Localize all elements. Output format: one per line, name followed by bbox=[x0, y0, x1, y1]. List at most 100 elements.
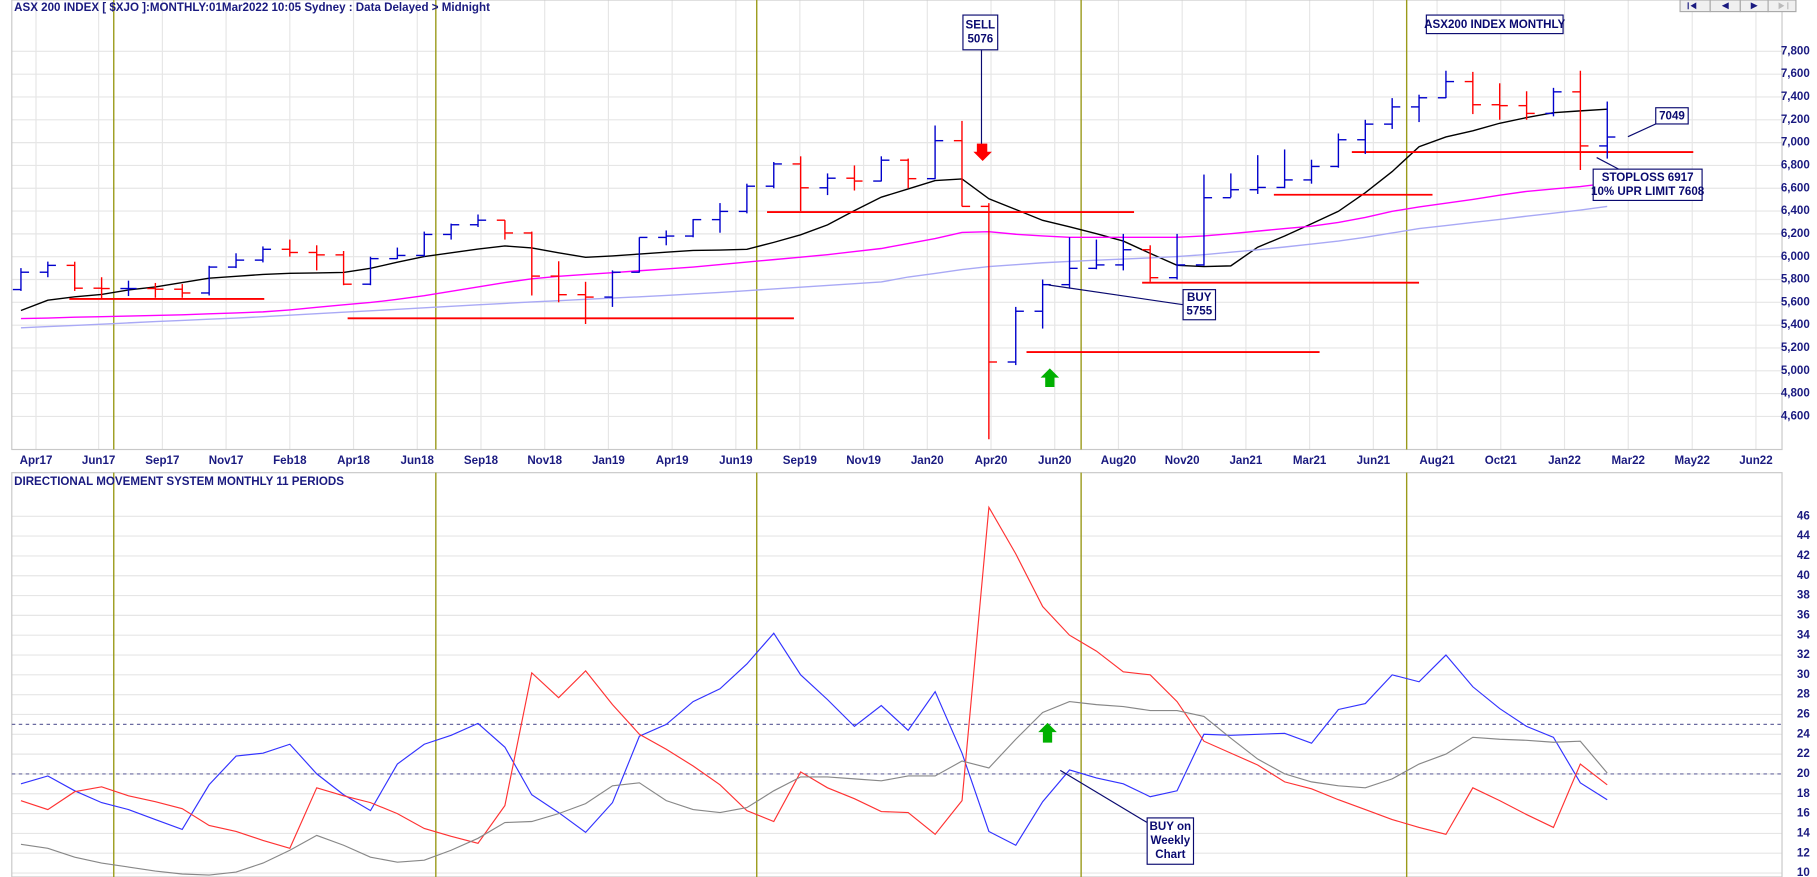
buy-pointer bbox=[1048, 284, 1184, 306]
y-tick-label: 6,600 bbox=[1781, 182, 1810, 194]
x-tick-label: Jun21 bbox=[1357, 455, 1391, 467]
nav-icon bbox=[1778, 2, 1785, 10]
y-tick-label: 38 bbox=[1797, 590, 1810, 602]
sell-label: SELL bbox=[966, 20, 996, 32]
y-tick-label: 5,000 bbox=[1781, 365, 1810, 377]
y-tick-label: 46 bbox=[1797, 510, 1810, 522]
x-tick-label: Mar22 bbox=[1611, 455, 1644, 467]
y-tick-label: 32 bbox=[1797, 649, 1810, 661]
x-tick-label: Sep17 bbox=[145, 455, 179, 467]
stop-label: STOPLOSS 6917 bbox=[1602, 172, 1694, 184]
x-tick-label: Feb18 bbox=[273, 455, 307, 467]
y-tick-label: 5,800 bbox=[1781, 274, 1810, 286]
x-tick-label: Sep19 bbox=[783, 455, 818, 467]
y-tick-label: 6,400 bbox=[1781, 205, 1810, 217]
x-tick-label: May22 bbox=[1675, 455, 1710, 467]
nav-buttons bbox=[1679, 0, 1797, 13]
moving-average bbox=[20, 205, 1608, 329]
y-tick-label: 5,600 bbox=[1781, 296, 1810, 308]
last-pointer bbox=[1627, 123, 1656, 138]
annotations: ASX200 INDEX MONTHLY SELL 5076 BUY 5755 … bbox=[962, 14, 1705, 865]
indicator-line bbox=[20, 505, 1608, 849]
y-tick-label: 5,200 bbox=[1781, 342, 1810, 354]
last-value: 7049 bbox=[1659, 110, 1685, 122]
y-tick-label: 4,600 bbox=[1781, 410, 1810, 422]
index-label-box bbox=[1425, 14, 1564, 35]
nav-icon bbox=[1690, 2, 1697, 10]
y-tick-label: 6,800 bbox=[1781, 159, 1810, 171]
x-tick-label: Apr18 bbox=[337, 455, 370, 467]
x-tick-label: Jan20 bbox=[911, 455, 944, 467]
y-tick-label: 7,800 bbox=[1781, 45, 1810, 57]
buy-box bbox=[1182, 289, 1217, 321]
x-tick-label: Jan19 bbox=[592, 455, 625, 467]
x-tick-label: Sep18 bbox=[464, 455, 499, 467]
x-tick-label: Mar21 bbox=[1293, 455, 1327, 467]
x-tick-label: Jun17 bbox=[82, 455, 115, 467]
y-tick-label: 26 bbox=[1797, 709, 1810, 721]
buy-value: 5755 bbox=[1186, 306, 1212, 318]
price-panel-frame bbox=[11, 0, 1783, 451]
x-tick-label: Jun19 bbox=[719, 455, 753, 467]
nav-icon bbox=[1750, 2, 1758, 10]
dmi-title: DIRECTIONAL MOVEMENT SYSTEM MONTHLY 11 P… bbox=[14, 476, 344, 488]
y-tick-label: 42 bbox=[1797, 550, 1810, 562]
x-tick-label: Apr17 bbox=[20, 455, 53, 467]
indicator-line bbox=[20, 701, 1608, 876]
y-tick-label: 7,400 bbox=[1781, 91, 1810, 103]
y-tick-label: 24 bbox=[1797, 728, 1810, 740]
weekly-buy-label: BUY on bbox=[1150, 821, 1192, 833]
weekly-buy-pointer bbox=[1059, 769, 1148, 824]
y-tick-label: 7,200 bbox=[1781, 114, 1810, 126]
stop-box bbox=[1592, 168, 1703, 202]
x-tick-label: Nov19 bbox=[846, 455, 881, 467]
weekly-buy-label: Chart bbox=[1155, 849, 1185, 861]
moving-average bbox=[20, 182, 1608, 320]
sell-box bbox=[962, 14, 999, 51]
data-layer: 4,600 4,800 5,000 5,200 5,400 5,600 5,800 6,000… bbox=[11, 45, 1810, 877]
y-tick-label: 28 bbox=[1797, 689, 1810, 701]
y-tick-label: 30 bbox=[1797, 669, 1810, 681]
x-tick-label: Nov17 bbox=[209, 455, 244, 467]
last-box bbox=[1655, 107, 1689, 125]
x-tick-label: Aug20 bbox=[1101, 455, 1136, 467]
x-tick-label: Apr20 bbox=[975, 455, 1008, 467]
x-tick-label: Oct21 bbox=[1485, 455, 1518, 467]
weekly-buy-label: Weekly bbox=[1150, 835, 1190, 847]
x-tick-label: Aug21 bbox=[1419, 455, 1455, 467]
y-tick-label: 7,600 bbox=[1781, 68, 1810, 80]
y-tick-label: 6,000 bbox=[1781, 251, 1810, 263]
x-tick-label: Jan21 bbox=[1229, 455, 1262, 467]
moving-average bbox=[20, 108, 1608, 312]
index-label: ASX200 INDEX MONTHLY bbox=[1424, 19, 1565, 31]
x-tick-label: Jun20 bbox=[1038, 455, 1071, 467]
sell-arrow bbox=[973, 143, 992, 162]
weekly-buy-box bbox=[1146, 817, 1195, 865]
stop-limit: 10% UPR LIMIT 7608 bbox=[1591, 186, 1705, 198]
y-tick-label: 14 bbox=[1797, 827, 1810, 839]
x-tick-label: Nov20 bbox=[1165, 455, 1200, 467]
y-tick-label: 34 bbox=[1797, 629, 1810, 641]
header-title: ASX 200 INDEX [ $XJO ]:MONTHLY:01Mar2022… bbox=[14, 2, 490, 14]
y-tick-label: 40 bbox=[1797, 570, 1810, 582]
x-tick-label: Jan22 bbox=[1548, 455, 1581, 467]
x-tick-label: Jun22 bbox=[1739, 455, 1772, 467]
cycle-lines bbox=[113, 0, 1408, 877]
x-tick-label: Apr19 bbox=[656, 455, 689, 467]
y-tick-label: 10 bbox=[1797, 867, 1810, 877]
y-tick-label: 5,400 bbox=[1781, 319, 1810, 331]
y-tick-label: 4,800 bbox=[1781, 388, 1810, 400]
y-tick-label: 16 bbox=[1797, 808, 1810, 820]
stop-pointer bbox=[1596, 157, 1619, 170]
x-tick-label: Jun18 bbox=[401, 455, 435, 467]
sell-value: 5076 bbox=[967, 33, 993, 45]
y-tick-label: 6,200 bbox=[1781, 228, 1810, 240]
x-tick-label: Nov18 bbox=[527, 455, 562, 467]
y-tick-label: 44 bbox=[1797, 530, 1810, 542]
nav-icon bbox=[1721, 2, 1729, 10]
y-tick-label: 20 bbox=[1797, 768, 1810, 780]
weekly-buy-arrow bbox=[1038, 722, 1057, 743]
indicator-line bbox=[20, 632, 1608, 847]
